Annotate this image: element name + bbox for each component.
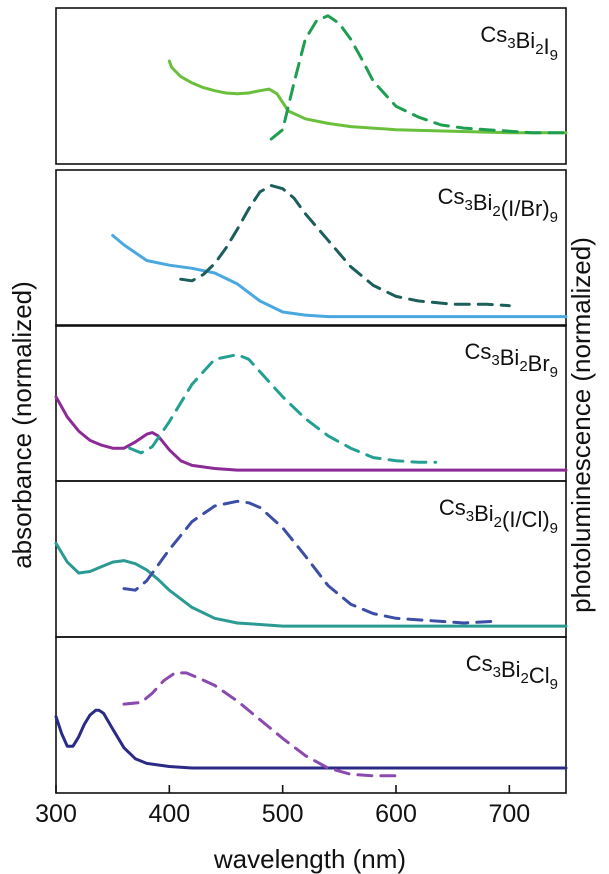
x-axis-ticks: 300 400 500 600 700 <box>35 785 530 828</box>
panel-label: Cs3Bi2(I/Br)9 <box>438 184 558 226</box>
x-tick-label: 700 <box>488 800 530 828</box>
x-tick-label: 400 <box>148 800 190 828</box>
absorbance-curve <box>54 708 568 770</box>
photoluminescence-curve <box>122 671 398 778</box>
panel-label: Cs3Bi2Br9 <box>465 339 558 381</box>
photoluminescence-curve <box>179 184 511 308</box>
panel-2: Cs3Bi2(I/Br)9 <box>55 169 568 327</box>
panel-3: Cs3Bi2Br9 <box>54 324 568 482</box>
panel-frame <box>55 7 567 165</box>
x-axis-title: wavelength (nm) <box>213 844 406 874</box>
x-tick-label: 500 <box>262 800 304 828</box>
y-axis-title-right: photoluminescence (normalized) <box>566 237 596 613</box>
panel-4: Cs3Bi2(I/Cl)9 <box>54 480 568 638</box>
panel-1: Cs3Bi2I9 <box>55 7 568 165</box>
photoluminescence-curve <box>269 14 568 141</box>
absorbance-curve <box>54 541 568 628</box>
panel-label: Cs3Bi2I9 <box>480 22 558 64</box>
panel-frame <box>55 636 567 794</box>
x-tick-label: 300 <box>35 800 77 828</box>
absorbance-curve <box>111 234 568 319</box>
panel-label: Cs3Bi2Cl9 <box>466 651 558 693</box>
y-axis-title-left: absorbance (normalized) <box>7 281 37 569</box>
panel-5: Cs3Bi2Cl9 <box>54 636 568 794</box>
x-tick-label: 600 <box>375 800 417 828</box>
panels: Cs3Bi2I9 Cs3Bi2(I/Br)9 Cs3Bi2Br9 Cs3Bi2(I/C… <box>54 7 568 794</box>
panel-label: Cs3Bi2(I/Cl)9 <box>439 495 558 537</box>
absorbance-curve <box>167 59 568 135</box>
photoluminescence-curve <box>122 499 494 625</box>
absorbance-curve <box>54 395 568 472</box>
photoluminescence-curve <box>128 353 438 464</box>
panel-frame <box>55 169 567 327</box>
